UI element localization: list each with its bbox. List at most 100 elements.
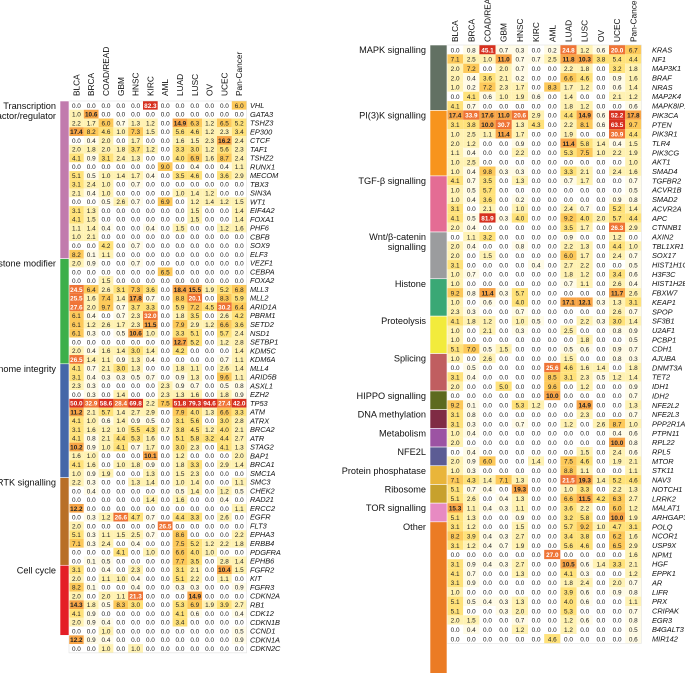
category-label: Proteolysis [381, 316, 426, 326]
heatmap-cell [495, 437, 512, 448]
heatmap-cell [202, 223, 217, 233]
heatmap-cell [113, 328, 129, 338]
heatmap-cell [172, 320, 188, 329]
cell-value: 2.7 [235, 602, 244, 609]
cell-value: 0.0 [220, 523, 229, 530]
heatmap-cell [128, 249, 143, 259]
heatmap-cell [98, 118, 114, 128]
cell-value: 0.9 [176, 374, 185, 381]
heatmap-cell [560, 465, 577, 476]
heatmap-cell [560, 147, 577, 158]
heatmap-cell [113, 372, 129, 382]
heatmap-cell [625, 503, 642, 513]
heatmap-cell [528, 559, 545, 569]
heatmap-cell [202, 153, 217, 163]
cell-value: 8.7 [220, 155, 229, 162]
heatmap-cell [447, 484, 464, 494]
heatmap-cell [544, 344, 561, 354]
cell-value: 17.8 [627, 113, 640, 120]
cell-value: 0.0 [564, 337, 573, 344]
cell-value: 1.4 [235, 348, 244, 355]
heatmap-cell [128, 162, 143, 172]
cell-value: 0.0 [548, 543, 557, 550]
cell-value: 11.2 [70, 409, 83, 416]
heatmap-cell [98, 442, 114, 452]
heatmap-cell [592, 222, 609, 232]
heatmap-cell [528, 419, 545, 429]
cell-value: 0.0 [131, 392, 140, 399]
heatmap-cell [576, 577, 593, 588]
heatmap-cell [479, 175, 496, 186]
cell-value: 7.2 [467, 66, 476, 73]
cell-value: 6.6 [564, 75, 573, 82]
heatmap-cell [463, 166, 480, 176]
cell-value: 0.0 [176, 252, 185, 259]
cell-value: 0.0 [190, 103, 199, 110]
heatmap-cell [447, 624, 464, 635]
cell-value: 0.0 [532, 328, 541, 335]
heatmap-cell [592, 587, 609, 597]
heatmap-cell [98, 433, 114, 443]
heatmap-cell [511, 400, 528, 410]
gene-label: KDM5C [250, 346, 277, 355]
cell-value: 0.0 [580, 328, 589, 335]
cell-value: 1.3 [613, 300, 622, 307]
cell-value: 1.0 [596, 524, 605, 531]
cell-value: 3.1 [72, 427, 81, 434]
cell-value: 0.0 [220, 593, 229, 600]
heatmap-cell [98, 311, 114, 320]
heatmap-cell [217, 609, 232, 618]
heatmap-cell [528, 138, 545, 148]
cell-value: 0.0 [483, 524, 492, 531]
cell-value: 0.0 [532, 393, 541, 400]
heatmap-cell [560, 194, 577, 204]
cell-value: 5.3 [131, 436, 140, 443]
heatmap-cell [187, 582, 203, 592]
cell-value: 5.5 [131, 427, 140, 434]
heatmap-cell [625, 82, 642, 92]
cell-value: 1.6 [72, 453, 81, 460]
cell-value: 0.0 [580, 431, 589, 438]
cell-value: 28.4 [115, 401, 128, 408]
heatmap-cell [592, 306, 609, 317]
cell-value: 3.3 [190, 515, 199, 522]
heatmap-cell [576, 334, 593, 345]
heatmap-cell [576, 157, 593, 167]
cell-value: 0.8 [629, 197, 638, 204]
heatmap-cell [217, 302, 232, 312]
heatmap-cell [231, 337, 247, 347]
heatmap-cell [202, 617, 217, 627]
cell-value: 2.1 [190, 567, 199, 574]
heatmap-cell [495, 278, 512, 289]
heatmap-cell [511, 559, 528, 569]
heatmap-cell [447, 138, 464, 148]
heatmap-cell [528, 241, 545, 251]
heatmap-cell [528, 400, 545, 410]
heatmap-cell [202, 249, 217, 259]
cell-value: 0.5 [102, 199, 111, 206]
heatmap-cell [128, 258, 143, 268]
cell-value: 1.0 [451, 159, 460, 166]
heatmap-cell [576, 250, 593, 261]
cell-value: 11.8 [562, 57, 575, 64]
gene-label: ELF3 [250, 250, 269, 259]
category-label: DNA methylation [358, 410, 426, 420]
heatmap-cell [217, 442, 232, 452]
cell-value: 0.0 [220, 234, 229, 241]
heatmap-cell [625, 540, 642, 550]
cell-value: 2.6 [102, 287, 111, 294]
cell-value: 0.0 [190, 620, 199, 627]
heatmap-cell [69, 249, 84, 259]
cell-value: 0.0 [580, 94, 589, 101]
cell-value: 0.0 [102, 392, 111, 399]
cell-value: 7.1 [499, 477, 508, 484]
cell-value: 0.0 [161, 480, 170, 487]
cell-value: 0.6 [580, 618, 589, 625]
cell-value: 0.4 [467, 627, 476, 634]
cell-value: 1.1 [235, 480, 244, 487]
heatmap-cell [609, 63, 626, 74]
heatmap-cell [187, 328, 203, 338]
cell-value: 2.7 [235, 436, 244, 443]
cell-value: 0.0 [548, 533, 557, 540]
heatmap-cell [511, 288, 528, 298]
